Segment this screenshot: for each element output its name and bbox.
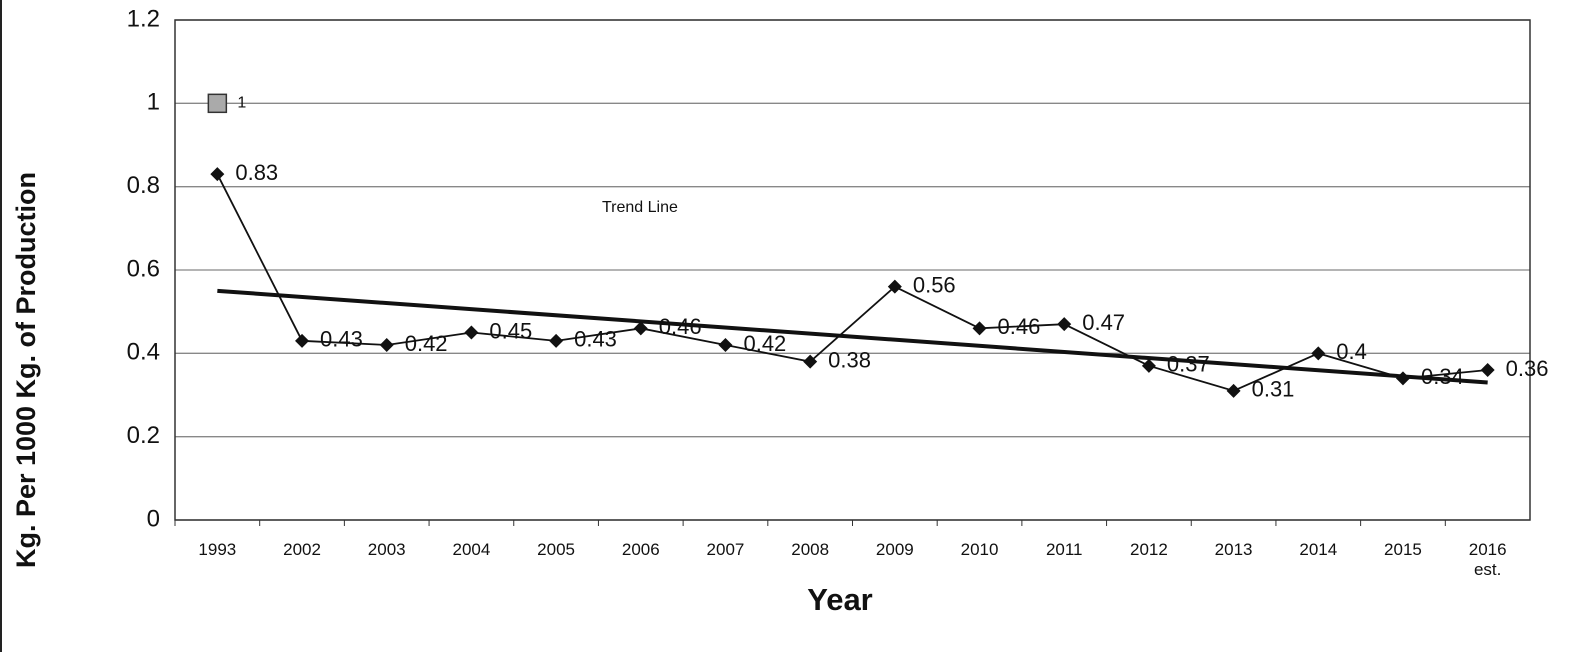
data-label: 0.31 (1252, 377, 1295, 402)
x-tick-label: 2014 (1299, 540, 1338, 559)
data-label: 0.46 (659, 314, 702, 339)
data-label: 0.37 (1167, 352, 1210, 377)
data-label: 0.36 (1506, 356, 1549, 381)
y-tick-label: 0 (147, 505, 160, 532)
data-label: 0.45 (489, 318, 532, 343)
y-tick-label: 0.8 (127, 172, 160, 199)
marker (1226, 383, 1241, 398)
x-tick-label: 2009 (875, 540, 914, 559)
series-line (216, 173, 1488, 392)
marker (887, 279, 902, 294)
data-label: 0.42 (405, 331, 448, 356)
y-tick-label: 0.2 (127, 422, 160, 449)
x-tick-label: 1993 (198, 540, 237, 559)
x-tick-label: 2012 (1129, 540, 1168, 559)
marker (1141, 358, 1156, 373)
marker (633, 321, 648, 336)
y-tick-label: 1.2 (127, 5, 160, 32)
x-tick-label: 2015 (1384, 540, 1422, 559)
trend-label: Trend Line (602, 199, 678, 216)
marker (1311, 346, 1326, 361)
data-label: 0.83 (235, 160, 278, 185)
marker (549, 333, 564, 348)
y-tick-label: 1 (147, 89, 160, 116)
data-label: 0.46 (998, 314, 1041, 339)
x-tick-label: 2011 (1045, 540, 1083, 559)
marker (718, 338, 733, 352)
x-tick-label: 2003 (367, 540, 406, 559)
x-tick-label: 2006 (621, 540, 660, 559)
marker (1057, 317, 1072, 332)
data-label: 0.38 (828, 347, 871, 372)
data-label: 0.34 (1421, 364, 1464, 389)
x-axis-label: Year (807, 582, 873, 617)
marker (295, 333, 310, 348)
y-axis-label: Kg. Per 1000 Kg. of Production (11, 172, 41, 568)
data-label: 0.43 (320, 327, 363, 352)
trend-line (217, 288, 1488, 385)
marker (972, 321, 987, 336)
marker (207, 93, 228, 114)
data-label: 1 (237, 95, 246, 112)
x-tick-label: 2005 (537, 540, 575, 559)
marker (1480, 363, 1495, 377)
marker (379, 338, 394, 352)
x-tick-label: 2004 (452, 540, 491, 559)
marker (1395, 371, 1410, 386)
x-tick-label: 2002 (283, 540, 321, 559)
data-label: 0.56 (913, 272, 956, 297)
data-label: 0.42 (743, 331, 786, 356)
data-label: 0.47 (1082, 310, 1125, 335)
data-label: 0.43 (574, 327, 617, 352)
y-tick-label: 0.6 (127, 255, 160, 282)
x-tick-label: 2016 est. (1468, 540, 1507, 579)
y-tick-label: 0.4 (127, 339, 160, 366)
x-tick-label: 2008 (791, 540, 830, 559)
marker (464, 325, 479, 340)
data-label: 0.4 (1336, 339, 1367, 364)
marker (210, 167, 225, 182)
x-tick-label: 2013 (1214, 540, 1253, 559)
marker (803, 354, 818, 369)
x-tick-label: 2007 (706, 540, 745, 559)
x-tick-label: 2010 (960, 540, 999, 559)
